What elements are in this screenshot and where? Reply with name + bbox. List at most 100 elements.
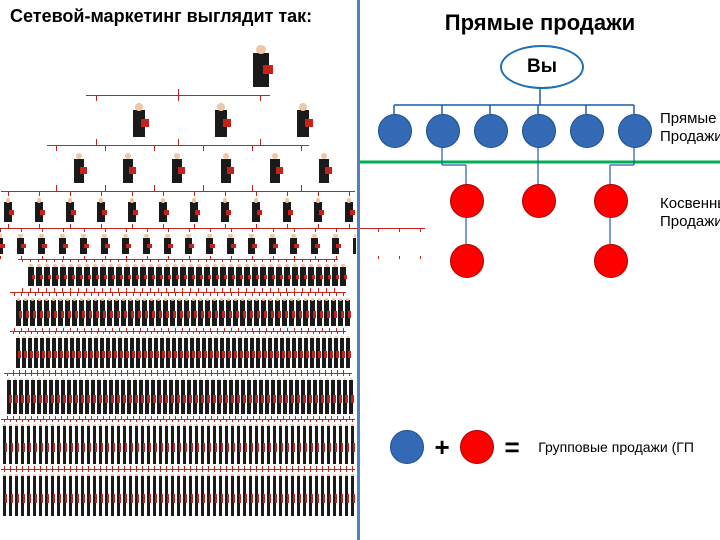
person-icon xyxy=(75,264,83,286)
person-icon xyxy=(22,298,29,326)
person-icon xyxy=(85,298,92,326)
person-icon xyxy=(195,264,203,286)
person-icon xyxy=(219,198,232,222)
person-icon xyxy=(57,298,64,326)
person-icon xyxy=(15,234,26,254)
person-icon xyxy=(259,264,267,286)
person-icon xyxy=(127,298,134,326)
person-icon xyxy=(316,153,333,183)
person-icon xyxy=(129,103,149,137)
person-icon xyxy=(330,234,341,254)
pyramid-row-2 xyxy=(0,153,356,183)
pyramid-connector xyxy=(0,328,356,334)
person-icon xyxy=(267,298,274,326)
person-icon xyxy=(190,298,197,326)
direct-sales-panel: Прямые продажи Вы ПрямыеПродажи Косвенны… xyxy=(360,0,720,540)
person-icon xyxy=(179,264,187,286)
person-icon xyxy=(316,298,323,326)
person-icon xyxy=(227,264,235,286)
person-icon xyxy=(64,198,77,222)
person-icon xyxy=(183,298,190,326)
person-icon xyxy=(288,298,295,326)
pyramid-row-10 xyxy=(0,474,356,516)
person-icon xyxy=(203,264,211,286)
person-icon xyxy=(78,234,89,254)
person-icon xyxy=(134,298,141,326)
person-icon xyxy=(148,298,155,326)
pyramid-row-8 xyxy=(0,378,356,414)
person-icon xyxy=(36,298,43,326)
person-icon xyxy=(299,264,307,286)
direct-sale-node xyxy=(522,114,556,148)
person-icon xyxy=(131,264,139,286)
legend-blue-node xyxy=(390,430,424,464)
person-icon xyxy=(218,298,225,326)
legend-formula: + = Групповые продажи (ГП xyxy=(390,430,694,470)
person-icon xyxy=(307,264,315,286)
person-icon xyxy=(120,153,137,183)
person-icon xyxy=(323,264,331,286)
person-icon xyxy=(113,298,120,326)
person-icon xyxy=(293,103,313,137)
person-icon xyxy=(141,298,148,326)
pyramid-connector xyxy=(0,416,356,422)
person-icon xyxy=(169,298,176,326)
person-icon xyxy=(260,298,267,326)
person-icon xyxy=(83,264,91,286)
person-icon xyxy=(171,264,179,286)
pyramid-connector xyxy=(0,89,356,101)
person-icon xyxy=(219,264,227,286)
person-icon xyxy=(283,264,291,286)
person-icon xyxy=(315,264,323,286)
person-icon xyxy=(123,264,131,286)
person-icon xyxy=(183,234,194,254)
person-icon xyxy=(246,234,257,254)
person-icon xyxy=(249,45,273,87)
pyramid-row-5 xyxy=(0,264,356,286)
person-icon xyxy=(267,264,275,286)
person-icon xyxy=(323,298,330,326)
indirect-sale-node xyxy=(594,244,628,278)
mlm-panel: Сетевой-маркетинг выглядит так: xyxy=(0,0,356,540)
person-icon xyxy=(239,298,246,326)
person-icon xyxy=(155,298,162,326)
person-icon xyxy=(99,264,107,286)
person-icon xyxy=(50,298,57,326)
person-icon xyxy=(291,264,299,286)
pyramid-connector xyxy=(0,288,356,296)
person-icon xyxy=(106,298,113,326)
mlm-title: Сетевой-маркетинг выглядит так: xyxy=(10,6,346,27)
person-icon xyxy=(71,153,88,183)
person-icon xyxy=(235,264,243,286)
person-icon xyxy=(331,264,339,286)
person-icon xyxy=(33,198,46,222)
person-icon xyxy=(36,234,47,254)
pyramid-row-1 xyxy=(0,103,356,137)
person-icon xyxy=(197,298,204,326)
person-icon xyxy=(204,298,211,326)
pyramid-connector xyxy=(0,139,356,151)
person-icon xyxy=(67,264,75,286)
person-icon xyxy=(43,264,51,286)
person-icon xyxy=(78,298,85,326)
indirect-sale-node xyxy=(594,184,628,218)
person-icon xyxy=(120,298,127,326)
person-icon xyxy=(211,103,231,137)
person-icon xyxy=(99,298,106,326)
person-icon xyxy=(51,264,59,286)
person-icon xyxy=(309,298,316,326)
person-icon xyxy=(204,234,215,254)
person-icon xyxy=(218,153,235,183)
person-icon xyxy=(302,298,309,326)
person-icon xyxy=(155,264,163,286)
person-icon xyxy=(281,298,288,326)
person-icon xyxy=(344,298,351,326)
pyramid-row-6 xyxy=(0,298,356,326)
person-icon xyxy=(211,264,219,286)
person-icon xyxy=(275,264,283,286)
person-icon xyxy=(64,298,71,326)
legend-red-node xyxy=(460,430,494,464)
person-icon xyxy=(120,234,131,254)
person-icon xyxy=(162,234,173,254)
person-icon xyxy=(115,264,123,286)
